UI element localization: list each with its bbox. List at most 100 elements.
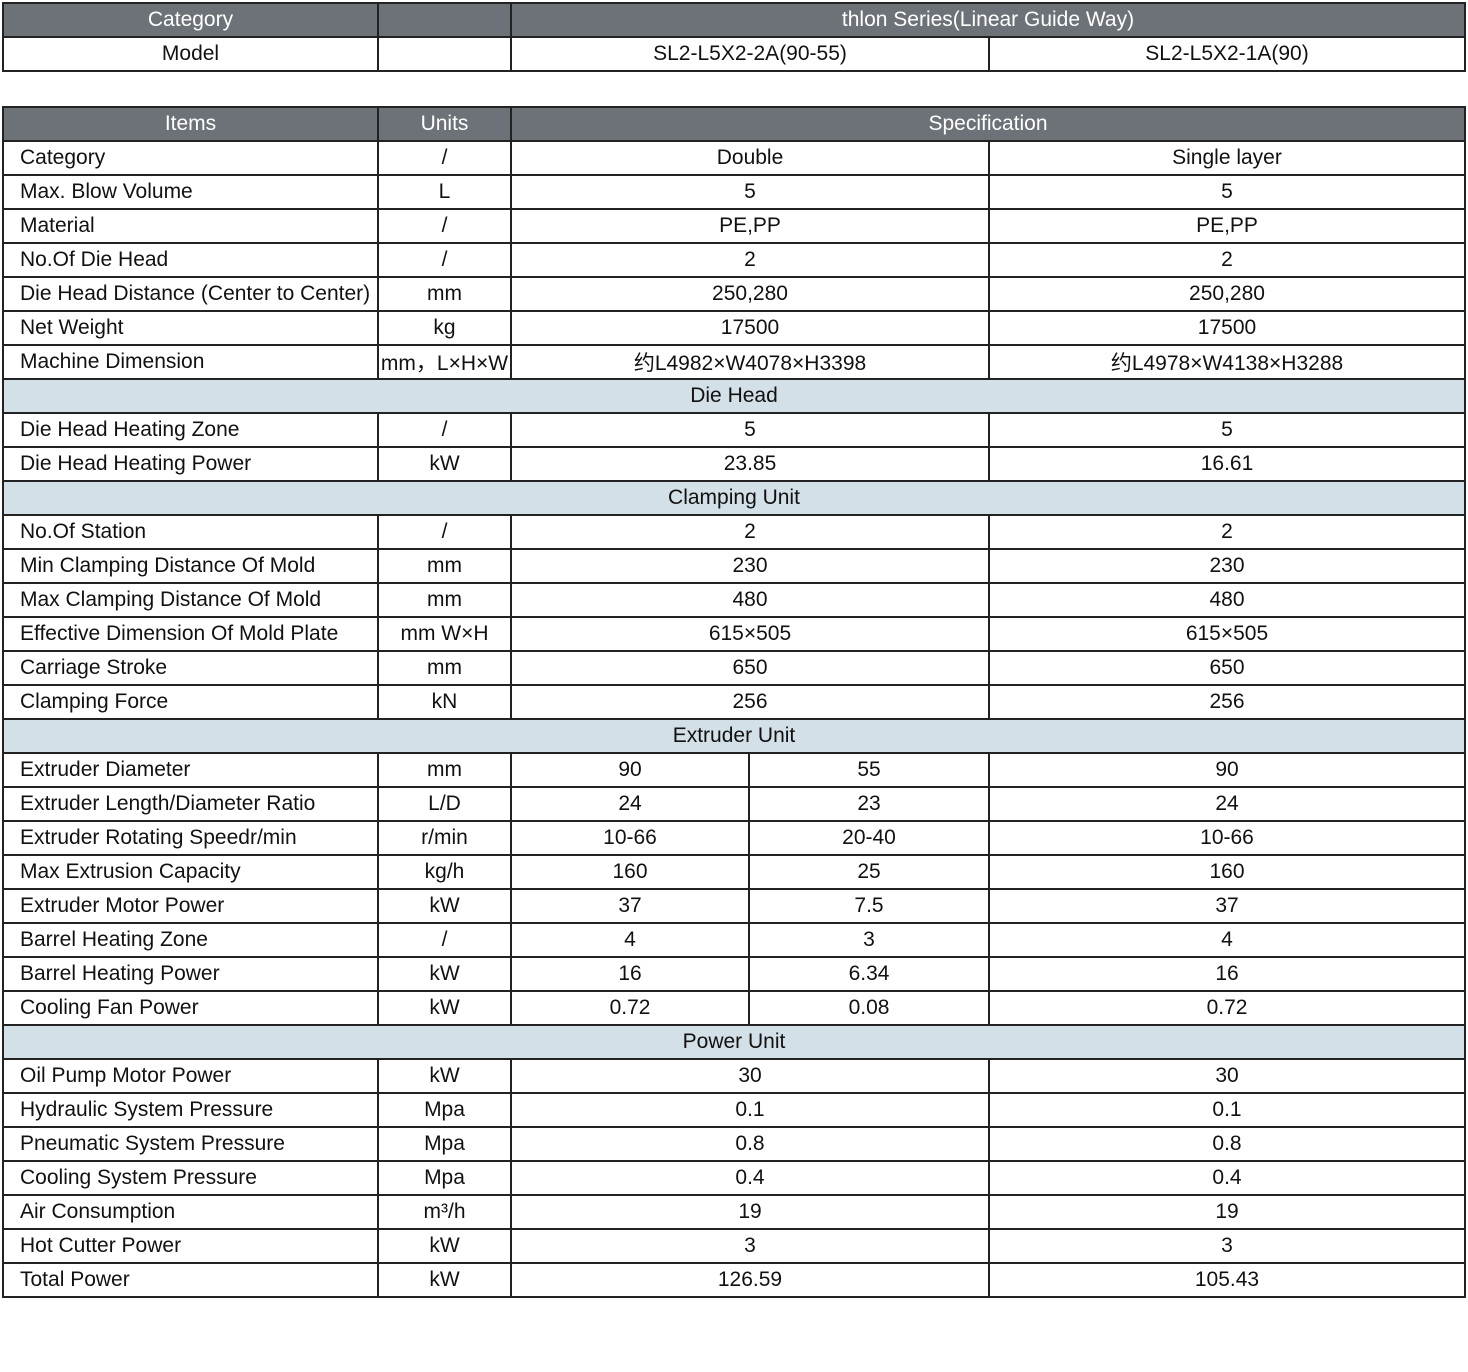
- value-cell: 25: [748, 854, 990, 890]
- spec-row: Oil Pump Motor Power kW 30 30: [2, 1058, 1466, 1094]
- value-cell: 160: [510, 854, 750, 890]
- value-cell: 10-66: [988, 820, 1466, 856]
- value-cell: 0.4: [510, 1160, 990, 1196]
- value-cell: 480: [510, 582, 990, 618]
- item-cell: Cooling Fan Power: [2, 990, 379, 1026]
- unit-cell: Mpa: [377, 1160, 512, 1196]
- section-row: Extruder Unit: [2, 718, 1466, 754]
- item-cell: Cooling System Pressure: [2, 1160, 379, 1196]
- spec-row: Clamping Force kN 256 256: [2, 684, 1466, 720]
- value-cell: 5: [988, 174, 1466, 210]
- value-cell: 6.34: [748, 956, 990, 992]
- value-cell: 17500: [988, 310, 1466, 346]
- spec-row: Die Head Heating Power kW 23.85 16.61: [2, 446, 1466, 482]
- value-cell: 约L4982×W4078×H3398: [510, 344, 990, 380]
- value-cell: 23.85: [510, 446, 990, 482]
- unit-cell: kg: [377, 310, 512, 346]
- unit-cell: m³/h: [377, 1194, 512, 1230]
- item-cell: Air Consumption: [2, 1194, 379, 1230]
- cell: [377, 2, 512, 38]
- spec-row: Cooling Fan Power kW 0.72 0.08 0.72: [2, 990, 1466, 1026]
- value-cell: 24: [510, 786, 750, 822]
- item-cell: Barrel Heating Power: [2, 956, 379, 992]
- item-cell: Barrel Heating Zone: [2, 922, 379, 958]
- spec-row: No.Of Station/2 2: [2, 514, 1466, 550]
- spec-row: Barrel Heating Zone/4 3 4: [2, 922, 1466, 958]
- value-cell: 650: [988, 650, 1466, 686]
- unit-cell: mm: [377, 548, 512, 584]
- value-cell: 16.61: [988, 446, 1466, 482]
- cell: thlon Series(Linear Guide Way): [510, 2, 1466, 38]
- item-cell: No.Of Die Head: [2, 242, 379, 278]
- unit-cell: Mpa: [377, 1092, 512, 1128]
- item-cell: Max Extrusion Capacity: [2, 854, 379, 890]
- value-cell: 55: [748, 752, 990, 788]
- unit-cell: mm: [377, 650, 512, 686]
- value-cell: 23: [748, 786, 990, 822]
- unit-cell: /: [377, 242, 512, 278]
- value-cell: 5: [988, 412, 1466, 448]
- spec-row: No.Of Die Head/2 2: [2, 242, 1466, 278]
- value-cell: 0.4: [988, 1160, 1466, 1196]
- item-cell: Carriage Stroke: [2, 650, 379, 686]
- item-cell: Hot Cutter Power: [2, 1228, 379, 1264]
- item-cell: Extruder Motor Power: [2, 888, 379, 924]
- value-cell: 105.43: [988, 1262, 1466, 1298]
- unit-cell: kW: [377, 990, 512, 1026]
- item-cell: Machine Dimension: [2, 344, 379, 380]
- item-cell: Die Head Distance (Center to Center): [2, 276, 379, 312]
- item-cell: Extruder Diameter: [2, 752, 379, 788]
- section-row: Die Head: [2, 378, 1466, 414]
- unit-cell: L: [377, 174, 512, 210]
- value-cell: 230: [988, 548, 1466, 584]
- page: Category thlon Series(Linear Guide Way) …: [2, 2, 1466, 1298]
- spec-row: Min Clamping Distance Of Mold mm 230 230: [2, 548, 1466, 584]
- value-cell: 615×505: [988, 616, 1466, 652]
- value-cell: 19: [510, 1194, 990, 1230]
- item-cell: Max. Blow Volume: [2, 174, 379, 210]
- model-row: Model SL2-L5X2-2A(90-55) SL2-L5X2-1A(90): [2, 36, 1466, 72]
- value-cell: 650: [510, 650, 990, 686]
- section-row: Clamping Unit: [2, 480, 1466, 516]
- spec-row: Extruder Length/Diameter Ratio L/D 24 23 24: [2, 786, 1466, 822]
- spec-row: Barrel Heating Power kW 16 6.34 16: [2, 956, 1466, 992]
- item-cell: Material: [2, 208, 379, 244]
- spec-row: Material / PE,PP PE,PP: [2, 208, 1466, 244]
- spec-row: Extruder Rotating Speedr/min r/min 10-66 20…: [2, 820, 1466, 856]
- cell: Model: [2, 36, 379, 72]
- spec-row: Die Head Heating Zone/5 5: [2, 412, 1466, 448]
- value-cell: 2: [510, 242, 990, 278]
- value-cell: 20-40: [748, 820, 990, 856]
- item-cell: Effective Dimension Of Mold Plate: [2, 616, 379, 652]
- spec-row: Die Head Distance (Center to Center) mm 25…: [2, 276, 1466, 312]
- cell: SL2-L5X2-2A(90-55): [510, 36, 990, 72]
- unit-cell: mm W×H: [377, 616, 512, 652]
- unit-cell: kW: [377, 1058, 512, 1094]
- item-cell: Total Power: [2, 1262, 379, 1298]
- item-cell: No.Of Station: [2, 514, 379, 550]
- unit-cell: mm，L×H×W: [377, 344, 512, 380]
- unit-cell: /: [377, 140, 512, 176]
- value-cell: 0.8: [510, 1126, 990, 1162]
- value-cell: 126.59: [510, 1262, 990, 1298]
- unit-cell: kW: [377, 956, 512, 992]
- value-cell: 3: [748, 922, 990, 958]
- item-cell: Die Head Heating Zone: [2, 412, 379, 448]
- unit-cell: /: [377, 412, 512, 448]
- item-cell: Die Head Heating Power: [2, 446, 379, 482]
- spec-row: Hydraulic System Pressure Mpa 0.1 0.1: [2, 1092, 1466, 1128]
- value-cell: 10-66: [510, 820, 750, 856]
- value-cell: 0.72: [510, 990, 750, 1026]
- value-cell: 250,280: [510, 276, 990, 312]
- model-table: Category thlon Series(Linear Guide Way) …: [2, 2, 1466, 72]
- value-cell: 0.8: [988, 1126, 1466, 1162]
- value-cell: 4: [510, 922, 750, 958]
- cell: Category: [2, 2, 379, 38]
- value-cell: 160: [988, 854, 1466, 890]
- value-cell: 90: [988, 752, 1466, 788]
- unit-cell: kN: [377, 684, 512, 720]
- item-cell: Net Weight: [2, 310, 379, 346]
- value-cell: 约L4978×W4138×H3288: [988, 344, 1466, 380]
- value-cell: PE,PP: [510, 208, 990, 244]
- spec-row: Air Consumption m³/h 19 19: [2, 1194, 1466, 1230]
